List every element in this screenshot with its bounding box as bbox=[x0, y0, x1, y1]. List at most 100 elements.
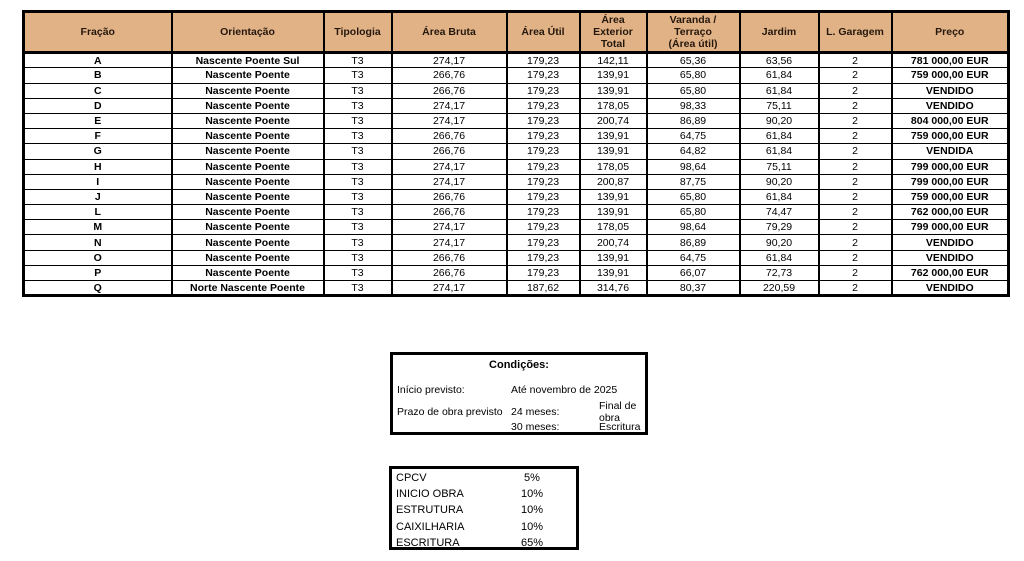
table-cell: 98,64 bbox=[645, 158, 740, 175]
table-cell: 274,17 bbox=[390, 52, 507, 68]
table-cell: M bbox=[23, 219, 172, 235]
table-cell: 274,17 bbox=[390, 219, 507, 235]
table-cell: 762 000,00 EUR bbox=[890, 264, 1009, 281]
table-cell: 266,76 bbox=[390, 67, 507, 84]
table-cell: VENDIDO bbox=[890, 234, 1009, 251]
condition-right: Escritura bbox=[599, 421, 641, 434]
table-cell: T3 bbox=[322, 128, 392, 144]
table-cell: 274,17 bbox=[390, 173, 507, 190]
table-cell: L bbox=[23, 204, 172, 220]
table-cell: 74,47 bbox=[738, 204, 819, 220]
table-cell: T3 bbox=[322, 264, 392, 281]
table-cell: 139,91 bbox=[578, 264, 647, 281]
condition-row: Início previsto: Até novembro de 2025 bbox=[393, 381, 645, 400]
table-cell: 179,23 bbox=[505, 128, 580, 144]
table-cell: H bbox=[23, 158, 172, 175]
table-cell: 65,80 bbox=[645, 82, 740, 99]
table-cell: 86,89 bbox=[645, 234, 740, 251]
payments-box: CPCV 5% INICIO OBRA 10% ESTRUTURA 10% CA… bbox=[389, 466, 579, 550]
table-row: H Nascente Poente T3 274,17 179,23 178,05 98,6… bbox=[23, 158, 1009, 175]
table-cell: 799 000,00 EUR bbox=[890, 158, 1009, 175]
table-row: P Nascente Poente T3 266,76 179,23 139,91 66,0… bbox=[23, 264, 1009, 281]
table-cell: 2 bbox=[817, 234, 892, 251]
table-cell: 179,23 bbox=[505, 219, 580, 235]
condition-mid: 24 meses: bbox=[511, 405, 560, 418]
table-cell: T3 bbox=[322, 67, 392, 84]
table-cell: 65,80 bbox=[645, 67, 740, 84]
table-cell: 79,29 bbox=[738, 219, 819, 235]
table-cell: 139,91 bbox=[578, 67, 647, 84]
table-cell: D bbox=[23, 97, 172, 114]
table-cell: P bbox=[23, 264, 172, 281]
table-cell: VENDIDO bbox=[890, 279, 1009, 296]
table-cell: 86,89 bbox=[645, 112, 740, 129]
table-cell: 66,07 bbox=[645, 264, 740, 281]
table-cell: Nascente Poente bbox=[170, 112, 324, 129]
table-cell: 2 bbox=[817, 128, 892, 144]
table-cell: VENDIDO bbox=[890, 82, 1009, 99]
table-cell: T3 bbox=[322, 112, 392, 129]
table-cell: 187,62 bbox=[505, 279, 580, 296]
table-cell: T3 bbox=[322, 234, 392, 251]
payment-label: CPCV bbox=[396, 472, 427, 485]
column-header-orientacao: Orientação bbox=[170, 11, 324, 55]
table-cell: 266,76 bbox=[390, 264, 507, 281]
table-cell: 2 bbox=[817, 249, 892, 266]
table-cell: 65,80 bbox=[645, 188, 740, 205]
table-cell: 178,05 bbox=[578, 219, 647, 235]
table-cell: 266,76 bbox=[390, 249, 507, 266]
table-cell: 72,73 bbox=[738, 264, 819, 281]
table-cell: T3 bbox=[322, 97, 392, 114]
table-cell: Nascente Poente bbox=[170, 204, 324, 220]
table-cell: A bbox=[23, 52, 172, 68]
table-cell: 179,23 bbox=[505, 67, 580, 84]
table-cell: 87,75 bbox=[645, 173, 740, 190]
column-header-fracao: Fração bbox=[23, 11, 172, 55]
table-cell: F bbox=[23, 128, 172, 144]
table-row: O Nascente Poente T3 266,76 179,23 139,91 64,7… bbox=[23, 249, 1009, 266]
column-header-preco: Preço bbox=[890, 11, 1009, 55]
table-cell: 80,37 bbox=[645, 279, 740, 296]
table-cell: Nascente Poente Sul bbox=[170, 52, 324, 68]
table-cell: T3 bbox=[322, 249, 392, 266]
table-cell: 98,64 bbox=[645, 219, 740, 235]
table-cell: 139,91 bbox=[578, 249, 647, 266]
table-cell: Nascente Poente bbox=[170, 82, 324, 99]
table-cell: 179,23 bbox=[505, 188, 580, 205]
table-cell: 2 bbox=[817, 112, 892, 129]
table-cell: B bbox=[23, 67, 172, 84]
table-cell: 178,05 bbox=[578, 158, 647, 175]
table-cell: VENDIDO bbox=[890, 97, 1009, 114]
table-cell: Nascente Poente bbox=[170, 173, 324, 190]
table-row: L Nascente Poente T3 266,76 179,23 139,91 65,8… bbox=[23, 204, 1009, 220]
table-cell: Nascente Poente bbox=[170, 234, 324, 251]
table-cell: 200,74 bbox=[578, 234, 647, 251]
column-header-tipologia: Tipologia bbox=[322, 11, 392, 55]
table-cell: 64,75 bbox=[645, 249, 740, 266]
header-row: Fração Orientação Tipologia Área Bruta Á… bbox=[23, 11, 1009, 55]
table-cell: Nascente Poente bbox=[170, 128, 324, 144]
payment-value: 5% bbox=[524, 472, 540, 485]
table-cell: Nascente Poente bbox=[170, 67, 324, 84]
table-cell: VENDIDA bbox=[890, 143, 1009, 159]
table-row: M Nascente Poente T3 274,17 179,23 178,05 98,6… bbox=[23, 219, 1009, 235]
table-cell: 139,91 bbox=[578, 128, 647, 144]
table-cell: 179,23 bbox=[505, 158, 580, 175]
conditions-rows: Início previsto: Até novembro de 2025 Pr… bbox=[393, 381, 645, 437]
table-cell: 2 bbox=[817, 264, 892, 281]
table-cell: 274,17 bbox=[390, 279, 507, 296]
table-cell: 90,20 bbox=[738, 234, 819, 251]
table-cell: 179,23 bbox=[505, 52, 580, 68]
table-cell: 762 000,00 EUR bbox=[890, 204, 1009, 220]
table-row: N Nascente Poente T3 274,17 179,23 200,74 86,8… bbox=[23, 234, 1009, 251]
table-row: A Nascente Poente Sul T3 274,17 179,23 142,11… bbox=[23, 52, 1009, 68]
table-cell: T3 bbox=[322, 279, 392, 296]
table-cell: 2 bbox=[817, 279, 892, 296]
table-cell: Nascente Poente bbox=[170, 143, 324, 159]
table-cell: O bbox=[23, 249, 172, 266]
table-cell: E bbox=[23, 112, 172, 129]
table-cell: 759 000,00 EUR bbox=[890, 188, 1009, 205]
table-cell: 781 000,00 EUR bbox=[890, 52, 1009, 68]
table-cell: 90,20 bbox=[738, 112, 819, 129]
table-cell: Nascente Poente bbox=[170, 158, 324, 175]
